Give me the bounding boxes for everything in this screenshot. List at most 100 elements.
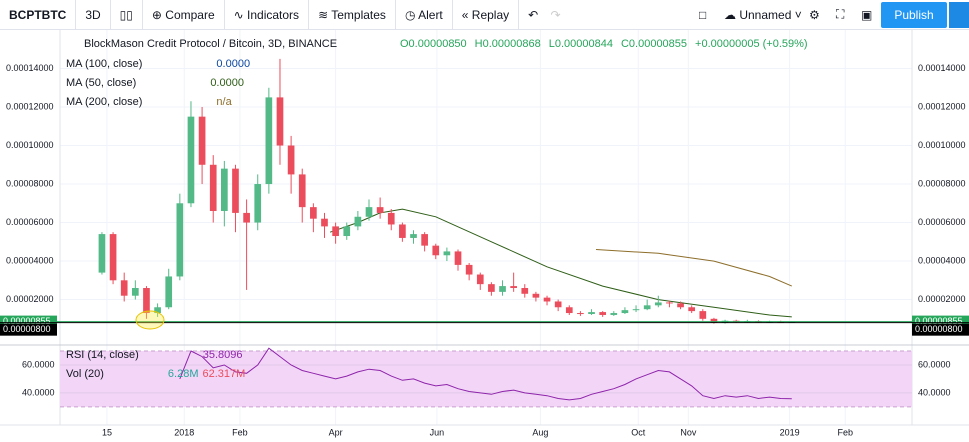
candle-body	[677, 303, 684, 308]
price-label: 0.00000855	[3, 316, 51, 326]
settings[interactable]: ⚙	[809, 7, 820, 22]
candle-body	[332, 226, 339, 237]
candle-body	[343, 226, 351, 237]
highlight-circle	[135, 310, 165, 330]
interval[interactable]: 3D	[85, 7, 101, 22]
candle-body	[454, 251, 462, 265]
candle-body	[276, 97, 284, 146]
rsi-line	[179, 347, 792, 401]
templates-button[interactable]: ≋ Templates	[318, 7, 386, 22]
candle-body	[699, 311, 707, 319]
candle-body	[543, 297, 551, 302]
candle-body	[688, 307, 696, 312]
indicators-button[interactable]: ∿ Indicators	[233, 7, 300, 22]
candle-body	[365, 207, 373, 217]
layout-label: Unnamed	[739, 7, 792, 22]
y-tick-label: 0.00006000	[918, 217, 966, 227]
alert-button[interactable]: ◷ Alert	[404, 7, 443, 22]
chart: 15 2018 Feb Apr Jun Aug Oct Nov 2019 Feb 0.0000200…	[0, 30, 969, 442]
x-tick-label: Aug	[532, 427, 548, 437]
ma-line	[329, 208, 792, 318]
indicator-name: MA (50, close)	[66, 77, 136, 89]
separator	[451, 0, 453, 30]
layout-button[interactable]: ☁ Unnamed ˅	[724, 7, 802, 22]
candle-body	[232, 168, 239, 213]
snapshot[interactable]: ▣	[861, 7, 873, 22]
candle-body	[109, 234, 117, 281]
indicator-name: MA (100, close)	[66, 58, 142, 70]
y-tick-label: 0.00012000	[6, 101, 54, 111]
candle-body	[376, 207, 384, 213]
candle-body	[165, 276, 173, 308]
candle-body	[143, 288, 150, 314]
candle-body	[521, 288, 529, 294]
indicator-value: 0.0000	[216, 58, 250, 70]
replay-button[interactable]: « Replay	[461, 7, 510, 22]
candle-body	[131, 288, 139, 296]
x-tick-label: Feb	[837, 427, 853, 437]
candle-body	[198, 116, 206, 165]
toolbar: BCPTBTC 3D ▯▯ ⊕ Compare ∿ Indicators ≋ T…	[0, 0, 969, 30]
candle-body	[176, 203, 184, 277]
candle-body	[399, 224, 406, 238]
separator	[308, 0, 310, 30]
x-tick-label: Oct	[631, 427, 646, 437]
y-tick-label: 0.00004000	[918, 255, 966, 265]
layout-icon[interactable]: □	[699, 7, 707, 22]
price-label: 0.00000800	[915, 324, 963, 334]
publish-button[interactable]: Publish	[881, 2, 947, 28]
candle-body	[510, 286, 517, 289]
candle-body	[310, 207, 317, 219]
y-tick-label: 0.00010000	[918, 140, 966, 150]
candle-body	[421, 234, 428, 246]
candle-body	[287, 145, 295, 175]
x-tick-label: Feb	[232, 427, 248, 437]
templates-label: Templates	[331, 7, 386, 22]
separator	[109, 0, 111, 30]
rsi-name: RSI (14, close)	[66, 349, 139, 361]
candle-body	[643, 305, 651, 310]
x-tick-label: Apr	[329, 427, 343, 437]
separator	[75, 0, 77, 30]
price-label-box	[912, 323, 969, 336]
candle-body	[465, 264, 473, 275]
chart-style[interactable]: ▯▯	[119, 7, 133, 22]
candle-body	[321, 218, 328, 227]
candle-body	[298, 174, 306, 208]
x-tick-label: 2019	[780, 427, 800, 437]
undo[interactable]: ↶ ↷	[528, 7, 561, 22]
candle-body	[666, 302, 673, 304]
candle-body	[621, 310, 629, 314]
candle-body	[254, 184, 262, 223]
separator	[518, 0, 520, 30]
price-label-box	[0, 323, 57, 336]
compare-button[interactable]: ⊕ Compare	[151, 7, 215, 22]
alert-label: Alert	[418, 7, 443, 22]
candle-body	[588, 312, 595, 315]
ohlc-label: H0.00000868	[475, 38, 541, 50]
candle-body	[243, 212, 250, 223]
candle-body	[610, 313, 618, 315]
rsi-tick-label: 60.0000	[918, 359, 951, 369]
rsi-tick-label: 60.0000	[22, 359, 55, 369]
fullscreen[interactable]: ⛶	[836, 7, 845, 21]
rsi-tick-label: 40.0000	[918, 387, 951, 397]
candle-body	[154, 307, 161, 314]
y-tick-label: 0.00012000	[918, 101, 966, 111]
symbol[interactable]: BCPTBTC	[9, 7, 67, 22]
publish-menu[interactable]	[949, 2, 969, 28]
candle-body	[499, 286, 506, 292]
x-tick-label: Nov	[680, 427, 697, 437]
x-tick-label: 15	[102, 427, 112, 437]
separator	[223, 0, 225, 30]
price-label: 0.00000800	[3, 324, 51, 334]
legend-title: BlockMason Credit Protocol / Bitcoin, 3D…	[84, 38, 337, 50]
y-tick-label: 0.00010000	[6, 140, 54, 150]
y-tick-label: 0.00002000	[6, 294, 54, 304]
volume-value: 6.28M	[168, 368, 199, 380]
candle-body	[554, 301, 562, 308]
candle-body	[577, 313, 584, 315]
candle-body	[221, 168, 228, 211]
price-label: 0.00000855	[915, 316, 963, 326]
y-tick-label: 0.00014000	[6, 63, 54, 73]
